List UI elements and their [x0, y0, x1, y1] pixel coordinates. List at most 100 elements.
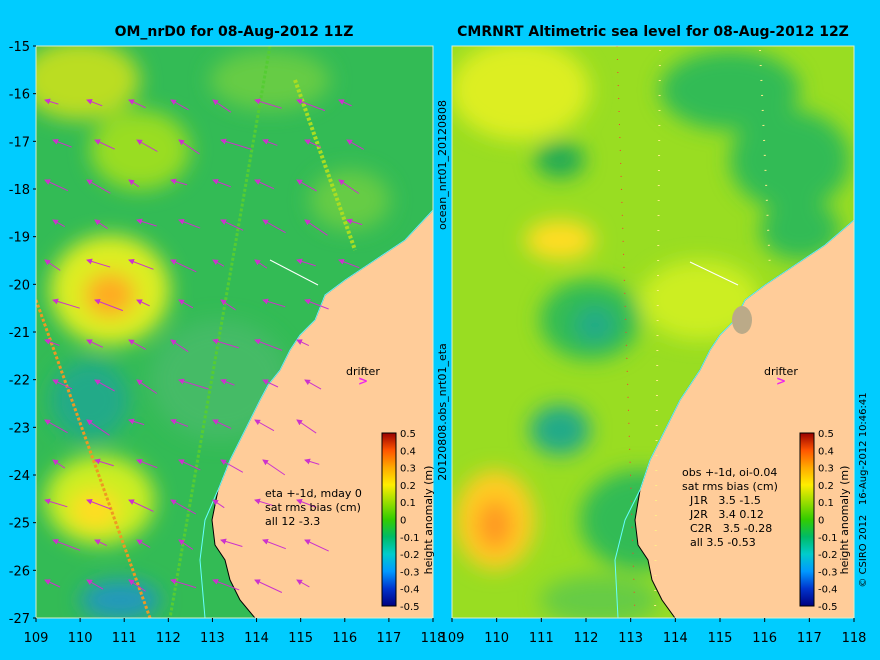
- lat-tick-label: -15: [9, 40, 30, 55]
- current-vector: [170, 499, 197, 515]
- current-vector: [220, 299, 236, 311]
- left-current-vectors: [44, 98, 365, 593]
- left-colorbar-label: height anomaly (m): [422, 466, 435, 575]
- lat-tick-label: -19: [9, 231, 30, 246]
- current-vector: [220, 138, 252, 150]
- current-vector: [304, 458, 320, 465]
- current-vector: [44, 98, 59, 105]
- current-vector: [220, 459, 244, 473]
- lon-tick-label: 114: [663, 631, 688, 646]
- current-vector: [212, 419, 232, 429]
- current-vector: [94, 458, 114, 467]
- current-vector: [136, 139, 158, 152]
- lat-tick-label: -22: [9, 374, 30, 389]
- lat-tick-label: -17: [9, 135, 30, 150]
- current-vector: [262, 219, 286, 234]
- right-colorbar-label: height anomaly (m): [838, 466, 851, 575]
- lon-tick-label: 115: [708, 631, 733, 646]
- right-annotation-line: all 3.5 -0.53: [690, 536, 756, 549]
- right-lon-axis: 109 110 111 112 113 114 115 116 117 118: [440, 618, 867, 646]
- lon-tick-label: 118: [421, 631, 446, 646]
- current-vector: [136, 379, 158, 394]
- left-satellite-track: [293, 79, 357, 251]
- current-vector: [86, 498, 111, 510]
- lon-tick-label: 111: [529, 631, 554, 646]
- left-drifter-label: drifter: [346, 365, 380, 378]
- obs-file-label: 20120808.obs_nrt01_eta: [436, 343, 449, 481]
- current-vector: [346, 218, 363, 226]
- current-vector: [86, 258, 111, 268]
- current-vector: [170, 418, 189, 427]
- lat-tick-label: -21: [9, 326, 30, 341]
- current-vector: [304, 298, 329, 310]
- current-vector: [254, 98, 282, 109]
- colorbar-tick-label: 0.5: [400, 429, 416, 440]
- current-vector: [128, 179, 140, 188]
- lon-tick-label: 110: [68, 631, 93, 646]
- lon-tick-label: 112: [156, 631, 181, 646]
- current-vector: [52, 219, 65, 228]
- lat-tick-label: -26: [9, 564, 30, 579]
- current-vector: [338, 179, 360, 194]
- lat-tick-label: -24: [9, 469, 30, 484]
- colorbar-tick-label: -0.2: [818, 550, 838, 561]
- current-vector: [254, 259, 268, 269]
- current-vector: [44, 579, 61, 588]
- left-annotation-line: eta +-1d, mday 0: [265, 487, 362, 500]
- left-map-field: [36, 46, 433, 618]
- current-vector: [220, 219, 244, 231]
- colorbar-tick-label: 0.5: [818, 429, 834, 440]
- lat-tick-label: -23: [9, 421, 30, 436]
- lon-tick-label: 116: [752, 631, 777, 646]
- current-vector: [254, 579, 283, 593]
- current-vector: [136, 218, 157, 227]
- lon-tick-label: 109: [24, 631, 49, 646]
- lat-tick-label: -16: [9, 88, 30, 103]
- current-vector: [220, 378, 235, 386]
- current-vector: [254, 338, 283, 351]
- lon-tick-label: 115: [288, 631, 313, 646]
- colorbar-tick-label: -0.3: [400, 567, 420, 578]
- left-panel-title: OM_nrD0 for 08-Aug-2012 11Z: [115, 24, 354, 40]
- colorbar-tick-label: -0.5: [400, 602, 420, 613]
- current-vector: [346, 139, 365, 150]
- colorbar-tick-label: 0.4: [818, 446, 834, 457]
- current-vector: [212, 499, 225, 509]
- current-vector: [304, 539, 329, 552]
- colorbar-tick-label: -0.1: [400, 533, 420, 544]
- current-vector: [128, 339, 147, 350]
- colorbar-tick-label: 0: [818, 516, 824, 527]
- current-vector: [94, 379, 115, 392]
- current-vector: [44, 419, 68, 434]
- left-annotation-line: sat rms bias (cm): [265, 501, 361, 514]
- right-annotation-line: C2R 3.5 -0.28: [690, 522, 772, 535]
- right-annotation-line: sat rms bias (cm): [682, 480, 778, 493]
- lon-tick-label: 118: [842, 631, 867, 646]
- colorbar-tick-label: -0.4: [818, 585, 838, 596]
- right-annotation-line: obs +-1d, oi-0.04: [682, 466, 777, 479]
- current-vector: [170, 99, 189, 111]
- current-vector: [86, 98, 103, 107]
- run-id-label: ocean_nrt01_20120808: [436, 100, 449, 230]
- current-vector: [296, 339, 310, 346]
- current-vector: [86, 419, 110, 436]
- current-vector: [44, 338, 60, 346]
- current-vector: [94, 139, 115, 150]
- lon-tick-label: 113: [200, 631, 225, 646]
- current-vector: [212, 338, 239, 349]
- current-vector: [86, 179, 111, 194]
- current-vector: [94, 539, 108, 546]
- right-drifter-marker: >: [776, 374, 786, 388]
- current-vector: [296, 258, 316, 267]
- current-vector: [170, 578, 197, 589]
- current-vector: [296, 498, 317, 508]
- right-annotation-line: J2R 3.4 0.12: [689, 508, 764, 521]
- lon-tick-label: 112: [574, 631, 599, 646]
- lon-tick-label: 114: [244, 631, 269, 646]
- current-vector: [212, 178, 231, 188]
- colorbar-tick-label: -0.2: [400, 550, 420, 561]
- current-vector: [178, 139, 200, 155]
- lon-tick-label: 110: [484, 631, 509, 646]
- current-vector: [52, 538, 81, 551]
- colorbar-tick-label: -0.3: [818, 567, 838, 578]
